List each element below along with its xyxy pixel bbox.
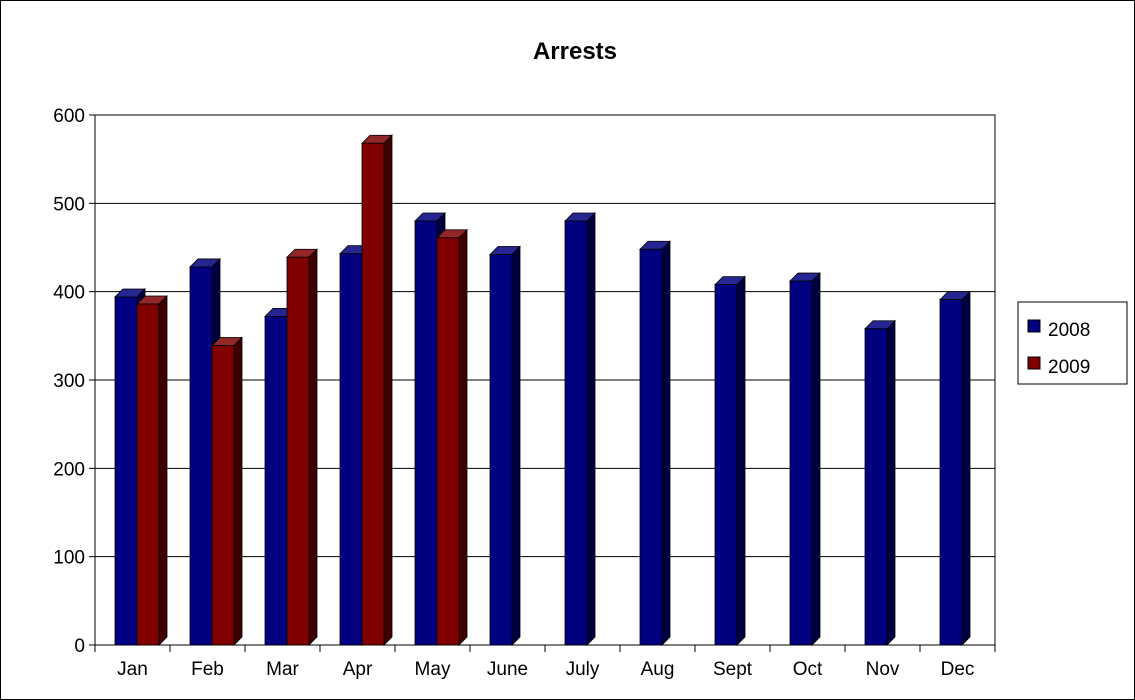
legend-label: 2009 <box>1048 357 1090 378</box>
bar-side-face <box>383 134 393 646</box>
plot-area: 0 100 200 300 400 500 600 Jan Feb Mar Apr May June Ju… <box>53 106 996 680</box>
x-tick-label: Aug <box>641 659 675 680</box>
bar-2009-mar <box>286 248 318 646</box>
x-tick-label: Oct <box>793 659 823 680</box>
bar-front-face <box>114 296 138 646</box>
bar-front-face <box>339 253 363 646</box>
bar-front-face <box>136 303 160 646</box>
y-tick-label: 100 <box>53 548 85 569</box>
bar-front-face <box>414 220 438 646</box>
bar-front-face <box>639 248 663 646</box>
legend-box <box>1017 301 1128 385</box>
bar-front-face <box>939 299 963 646</box>
bar-front-face <box>189 266 213 646</box>
bar-side-face <box>511 245 521 646</box>
bar-2008-nov <box>864 319 896 646</box>
y-tick-label: 200 <box>53 459 85 480</box>
y-tick-label: 300 <box>53 371 85 392</box>
bar-front-face <box>714 284 738 646</box>
legend-item-2009: 2009 <box>1027 356 1090 378</box>
bar-side-face <box>886 319 896 646</box>
legend-swatch <box>1027 319 1041 333</box>
bar-2008-sept <box>714 275 746 646</box>
y-tick-label: 600 <box>53 106 85 127</box>
bar-2008-oct <box>789 272 821 646</box>
x-tick-label: Mar <box>266 659 299 680</box>
bar-front-face <box>789 280 813 646</box>
bar-2008-aug <box>639 240 671 646</box>
bar-2009-apr <box>361 134 393 646</box>
bar-side-face <box>458 228 468 646</box>
bar-front-face <box>264 315 288 646</box>
chart-title: Arrests <box>533 38 617 65</box>
bar-2009-feb <box>211 336 243 646</box>
x-tick-label: Jan <box>117 659 148 680</box>
bar-front-face <box>286 256 310 646</box>
legend-item-2008: 2008 <box>1027 319 1090 341</box>
bar-side-face <box>961 290 971 646</box>
bar-front-face <box>436 237 460 646</box>
bar-side-face <box>308 248 318 646</box>
x-tick-label: Dec <box>941 659 975 680</box>
legend-swatch <box>1027 356 1041 370</box>
bar-2008-june <box>489 245 521 646</box>
bar-2008-july <box>564 212 596 646</box>
legend: 2008 2009 <box>1017 301 1128 385</box>
x-tick-label: Sept <box>713 659 753 680</box>
x-tick-label: Feb <box>191 659 224 680</box>
bar-front-face <box>211 345 235 646</box>
x-tick-label: July <box>566 659 600 680</box>
bar-2009-may <box>436 228 468 646</box>
x-tick-label: Nov <box>866 659 900 680</box>
x-tick-label: Apr <box>343 659 373 680</box>
y-tick-label: 500 <box>53 194 85 215</box>
bar-2008-dec <box>939 290 971 646</box>
y-tick-label: 400 <box>53 283 85 304</box>
x-tick-label: May <box>415 659 451 680</box>
bar-front-face <box>361 142 385 646</box>
bar-front-face <box>564 220 588 646</box>
bar-side-face <box>811 272 821 646</box>
bar-front-face <box>864 328 888 646</box>
bar-side-face <box>158 295 168 646</box>
bar-side-face <box>661 240 671 646</box>
legend-label: 2008 <box>1048 320 1090 341</box>
y-tick-label: 0 <box>74 636 85 657</box>
bars <box>114 134 971 646</box>
x-tick-label: June <box>487 659 528 680</box>
bar-side-face <box>736 275 746 646</box>
bar-side-face <box>233 336 243 646</box>
bar-side-face <box>586 212 596 646</box>
bar-front-face <box>489 254 513 646</box>
bar-2009-jan <box>136 295 168 646</box>
